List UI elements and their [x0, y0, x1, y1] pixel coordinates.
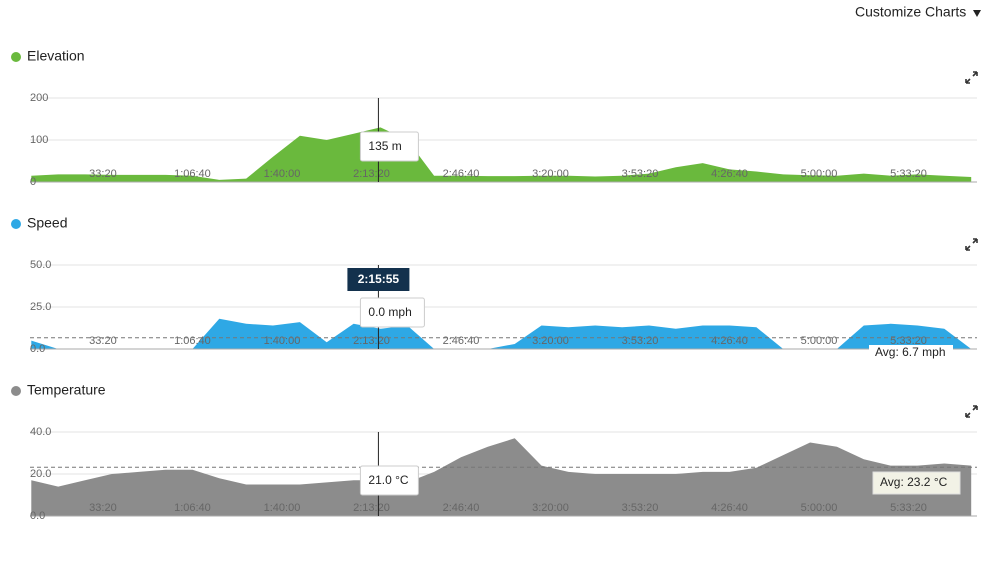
x-tick-label: 33:20: [89, 502, 117, 514]
x-tick-label: 3:53:20: [622, 502, 659, 514]
x-tick-label: 4:26:40: [711, 502, 748, 514]
x-tick-label: 33:20: [89, 168, 117, 180]
x-tick-label: 1:06:40: [174, 335, 211, 347]
x-tick-label: 5:00:00: [801, 502, 838, 514]
avg-label-box: [872, 471, 961, 495]
x-tick-label: 5:00:00: [801, 335, 838, 347]
area: [31, 438, 972, 516]
x-tick-label: 2:46:40: [443, 502, 480, 514]
y-tick-label: 0.0: [30, 510, 45, 522]
tooltip-box: [359, 131, 419, 162]
area: [31, 127, 972, 182]
x-tick-label: 1:40:00: [264, 502, 301, 514]
x-tick-label: 2:13:20: [353, 502, 390, 514]
legend-dot: [11, 219, 21, 229]
tooltip-value: 0.0 mph: [368, 305, 411, 319]
x-tick-label: 5:33:20: [890, 502, 927, 514]
x-tick-label: 1:40:00: [264, 168, 301, 180]
y-tick-label: 25.0: [30, 301, 51, 313]
expand-icon[interactable]: [965, 71, 978, 84]
chart-title: Elevation: [27, 48, 85, 64]
y-tick-label: 200: [30, 92, 48, 104]
tooltip-box: [359, 465, 419, 496]
x-tick-label: 4:26:40: [711, 168, 748, 180]
area: [31, 318, 972, 349]
expand-icon[interactable]: [965, 238, 978, 251]
chart-title: Temperature: [27, 382, 106, 398]
x-tick-label: 3:53:20: [622, 335, 659, 347]
dropdown-arrow[interactable]: [973, 10, 981, 17]
tooltip-value: 135 m: [368, 139, 401, 153]
x-tick-label: 5:33:20: [890, 168, 927, 180]
x-tick-label: 2:46:40: [443, 335, 480, 347]
x-tick-label: 33:20: [89, 335, 117, 347]
y-tick-label: 0.0: [30, 343, 45, 355]
x-tick-label: 2:13:20: [353, 335, 390, 347]
x-tick-label: 3:53:20: [622, 168, 659, 180]
charts: Elevation 0 100 200 33:20 1:06:40 1:40:00 2:13:…: [11, 48, 978, 522]
expand-icon[interactable]: [965, 405, 978, 418]
y-tick-label: 0: [30, 176, 36, 188]
customize-charts[interactable]: Customize Charts: [855, 4, 966, 20]
x-tick-label: 1:06:40: [174, 502, 211, 514]
legend-dot: [11, 386, 21, 396]
y-tick-label: 20.0: [30, 468, 51, 480]
legend-dot: [11, 52, 21, 62]
avg-label: Avg: 23.2 °C: [880, 475, 948, 489]
x-tick-label: 2:13:20: [353, 168, 390, 180]
x-tick-label: 3:20:00: [532, 168, 569, 180]
y-tick-label: 40.0: [30, 426, 51, 438]
avg-label: Avg: 6.7 mph: [875, 345, 946, 359]
chart-title: Speed: [27, 215, 67, 231]
x-tick-label: 1:06:40: [174, 168, 211, 180]
x-tick-label: 5:00:00: [801, 168, 838, 180]
x-tick-label: 4:26:40: [711, 335, 748, 347]
cursor-time-badge: [347, 268, 410, 291]
avg-label-box: [869, 345, 953, 359]
x-tick-label: 3:20:00: [532, 335, 569, 347]
tooltip-value: 21.0 °C: [368, 473, 408, 487]
cursor-time: 2:15:55: [358, 272, 400, 286]
y-tick-label: 50.0: [30, 259, 51, 271]
tooltip-box: [359, 297, 425, 328]
x-tick-label: 2:46:40: [443, 168, 480, 180]
y-tick-label: 100: [30, 134, 48, 146]
x-tick-label: 1:40:00: [264, 335, 301, 347]
x-tick-label: 3:20:00: [532, 502, 569, 514]
